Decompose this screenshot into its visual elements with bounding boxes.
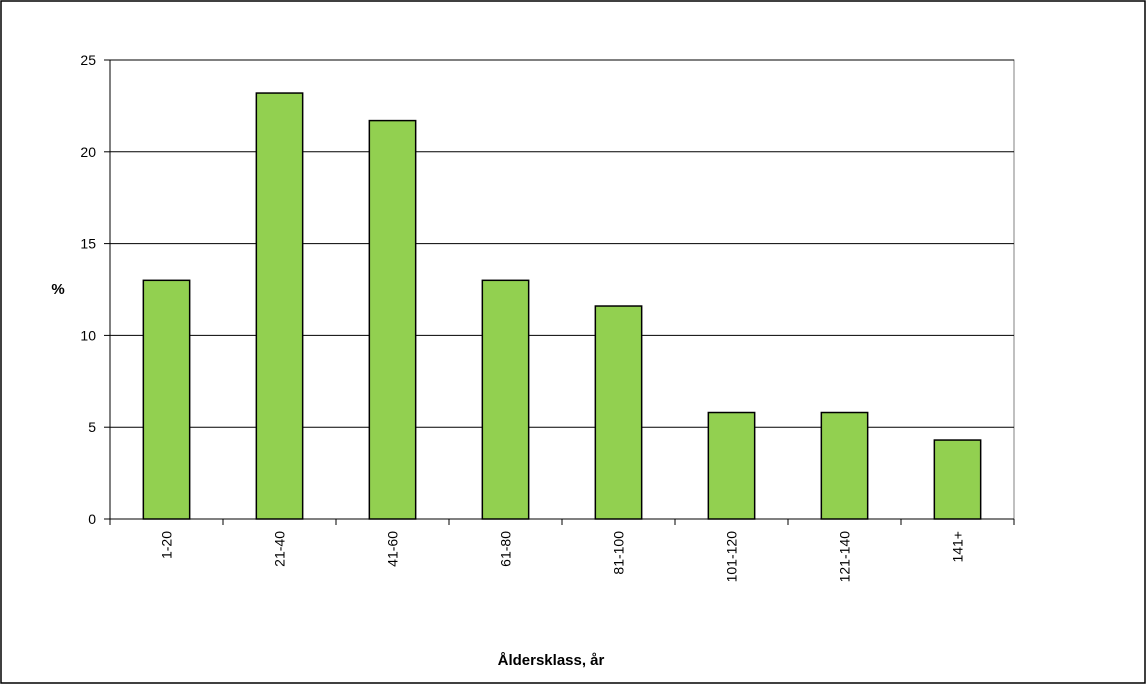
x-axis-title: Åldersklass, år: [498, 652, 605, 669]
x-tick-label: 21-40: [272, 531, 288, 567]
bar: [594, 305, 643, 520]
axes: [104, 59, 1015, 525]
y-axis-title: %: [51, 281, 64, 298]
y-tick-label: 10: [80, 327, 96, 343]
y-tick-label: 15: [80, 236, 96, 252]
bar: [820, 411, 869, 520]
y-tick-label: 5: [88, 419, 96, 435]
bar: [933, 439, 982, 520]
bar: [481, 279, 530, 520]
x-tick-labels: 1-20 21-40 41-60 61-80 81-100 101-120 121-140 1…: [159, 531, 966, 583]
x-tick-label: 61-80: [498, 531, 514, 567]
x-tick-label: 81-100: [611, 531, 627, 575]
y-tick-label: 20: [80, 144, 96, 160]
x-tick-label: 101-120: [724, 531, 740, 583]
x-tick-label: 141+: [950, 531, 966, 563]
x-tick-label: 41-60: [385, 531, 401, 567]
x-tick-label: 121-140: [837, 531, 853, 583]
bar: [707, 411, 756, 520]
bar: [255, 92, 304, 520]
y-tick-label: 25: [80, 52, 96, 68]
y-tick-labels: 0 5 10 15 20 25: [80, 52, 96, 527]
bar: [368, 119, 417, 520]
plot-area: [109, 59, 1015, 520]
y-tick-label: 0: [88, 511, 96, 527]
bars: [142, 92, 982, 520]
bar: [142, 279, 191, 520]
x-tick-label: 1-20: [159, 531, 175, 559]
